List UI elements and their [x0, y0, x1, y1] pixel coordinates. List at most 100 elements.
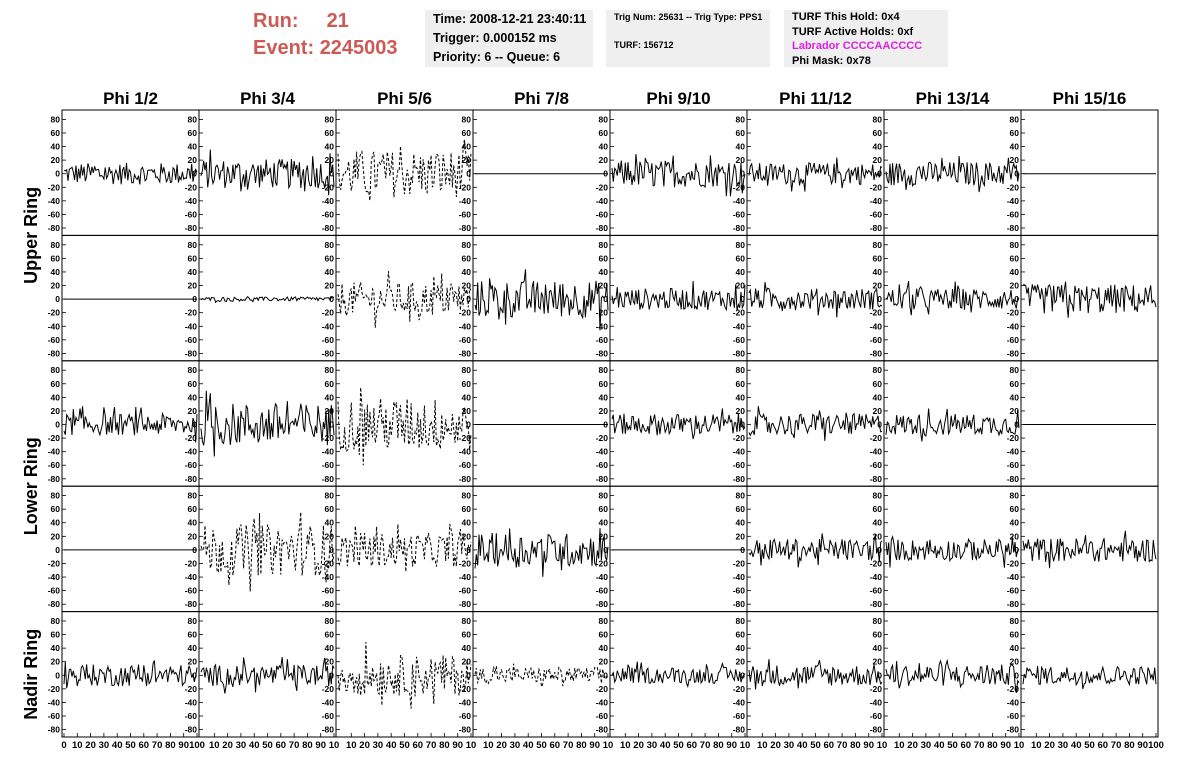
- y-tick-label: -80: [1007, 348, 1020, 358]
- y-tick-label: -20: [870, 308, 883, 318]
- event-label: Event:: [253, 37, 315, 59]
- y-tick-label: -80: [322, 599, 335, 609]
- y-tick-label: 20: [188, 281, 198, 291]
- y-tick-label: 20: [736, 531, 746, 541]
- y-tick-label: 40: [51, 643, 61, 653]
- y-tick-label: -60: [870, 586, 883, 596]
- y-tick-label: 40: [188, 643, 198, 653]
- y-tick-label: -40: [185, 321, 198, 331]
- y-tick-label: -80: [48, 599, 61, 609]
- y-tick-label: 20: [736, 155, 746, 165]
- y-tick-label: 60: [325, 128, 335, 138]
- y-tick-label: 0: [466, 670, 471, 680]
- panel-frame: [746, 611, 885, 738]
- x-tick-label: 40: [934, 740, 945, 751]
- y-tick-label: -80: [48, 348, 61, 358]
- y-tick-label: -20: [48, 684, 61, 694]
- y-tick-label: -20: [733, 684, 746, 694]
- y-tick-label: 60: [1010, 253, 1020, 263]
- waveform-line: [474, 663, 609, 688]
- x-tick-label: 20: [633, 740, 644, 751]
- y-tick-label: -60: [459, 460, 472, 470]
- y-tick-label: -20: [322, 558, 335, 568]
- x-tick-label: 50: [947, 740, 958, 751]
- y-tick-label: 60: [51, 504, 61, 514]
- y-tick-label: -60: [870, 209, 883, 219]
- waveform-line: [200, 149, 335, 196]
- x-tick-label: 10: [1014, 740, 1025, 751]
- y-tick-label: -80: [459, 599, 472, 609]
- x-tick-label: 40: [249, 740, 260, 751]
- y-tick-label: -20: [459, 684, 472, 694]
- y-tick-label: -20: [1007, 308, 1020, 318]
- y-tick-label: 40: [462, 518, 472, 528]
- y-tick-label: 80: [188, 240, 198, 250]
- y-tick-label: -40: [870, 572, 883, 582]
- panel-frame: [609, 234, 748, 362]
- y-tick-label: 80: [188, 365, 198, 375]
- y-tick-label: -80: [596, 223, 609, 233]
- y-tick-label: -80: [459, 223, 472, 233]
- y-tick-label: -60: [322, 209, 335, 219]
- y-tick-label: 40: [51, 267, 61, 277]
- x-tick-label: 90: [178, 740, 189, 751]
- y-tick-label: 80: [462, 616, 472, 626]
- y-tick-label: 60: [51, 253, 61, 263]
- y-tick-label: -80: [48, 474, 61, 484]
- y-tick-label: -60: [1007, 586, 1020, 596]
- y-tick-label: 20: [599, 531, 609, 541]
- y-tick-label: 60: [325, 630, 335, 640]
- y-tick-label: -40: [459, 572, 472, 582]
- waveform-line: [885, 155, 1020, 193]
- x-tick-label: 90: [589, 740, 600, 751]
- x-tick-label: 90: [315, 740, 326, 751]
- y-tick-label: 80: [599, 114, 609, 124]
- x-tick-label: 90: [726, 740, 737, 751]
- waveform-line: [1022, 281, 1157, 318]
- y-tick-label: -80: [870, 348, 883, 358]
- waveform-line: [63, 162, 198, 185]
- y-tick-label: 60: [462, 253, 472, 263]
- waveform-line: [748, 157, 883, 192]
- y-tick-label: -40: [322, 447, 335, 457]
- x-tick-label: 30: [1058, 740, 1069, 751]
- panel-frame: [1020, 360, 1159, 487]
- y-tick-label: 80: [188, 491, 198, 501]
- y-tick-label: 80: [325, 616, 335, 626]
- y-tick-label: -60: [185, 711, 198, 721]
- y-tick-label: 60: [599, 379, 609, 389]
- y-tick-label: -60: [1007, 711, 1020, 721]
- y-tick-label: 0: [603, 670, 608, 680]
- x-tick-label: 70: [152, 740, 163, 751]
- x-tick-label: 20: [359, 740, 370, 751]
- trig-num-text: Trig Num: 25631 -- Trig Type: PPS1: [614, 12, 763, 22]
- y-tick-label: -80: [185, 223, 198, 233]
- column-title: Phi 13/14: [916, 89, 990, 108]
- y-tick-label: 0: [877, 420, 882, 430]
- waveform-line: [200, 295, 335, 304]
- y-tick-label: 80: [736, 114, 746, 124]
- y-tick-label: -60: [185, 586, 198, 596]
- y-tick-label: -60: [459, 209, 472, 219]
- waveform-line: [885, 534, 1020, 568]
- y-tick-label: 40: [188, 267, 198, 277]
- y-tick-label: -20: [459, 558, 472, 568]
- y-tick-label: 0: [1014, 294, 1019, 304]
- x-tick-label: 100: [189, 740, 205, 751]
- column-title: Phi 7/8: [514, 89, 569, 108]
- ring-label: Lower Ring: [21, 437, 41, 535]
- y-tick-label: -20: [322, 182, 335, 192]
- panel-frame: [335, 360, 474, 487]
- x-tick-label: 90: [452, 740, 463, 751]
- y-tick-label: 40: [51, 518, 61, 528]
- y-tick-label: 60: [325, 379, 335, 389]
- y-tick-label: 40: [736, 267, 746, 277]
- y-tick-label: 0: [740, 420, 745, 430]
- y-tick-label: -40: [733, 447, 746, 457]
- y-tick-label: 80: [873, 365, 883, 375]
- y-tick-label: 60: [462, 630, 472, 640]
- y-tick-label: 20: [188, 406, 198, 416]
- y-tick-label: -40: [185, 447, 198, 457]
- waveform-line: [1022, 530, 1157, 569]
- y-tick-label: -80: [870, 223, 883, 233]
